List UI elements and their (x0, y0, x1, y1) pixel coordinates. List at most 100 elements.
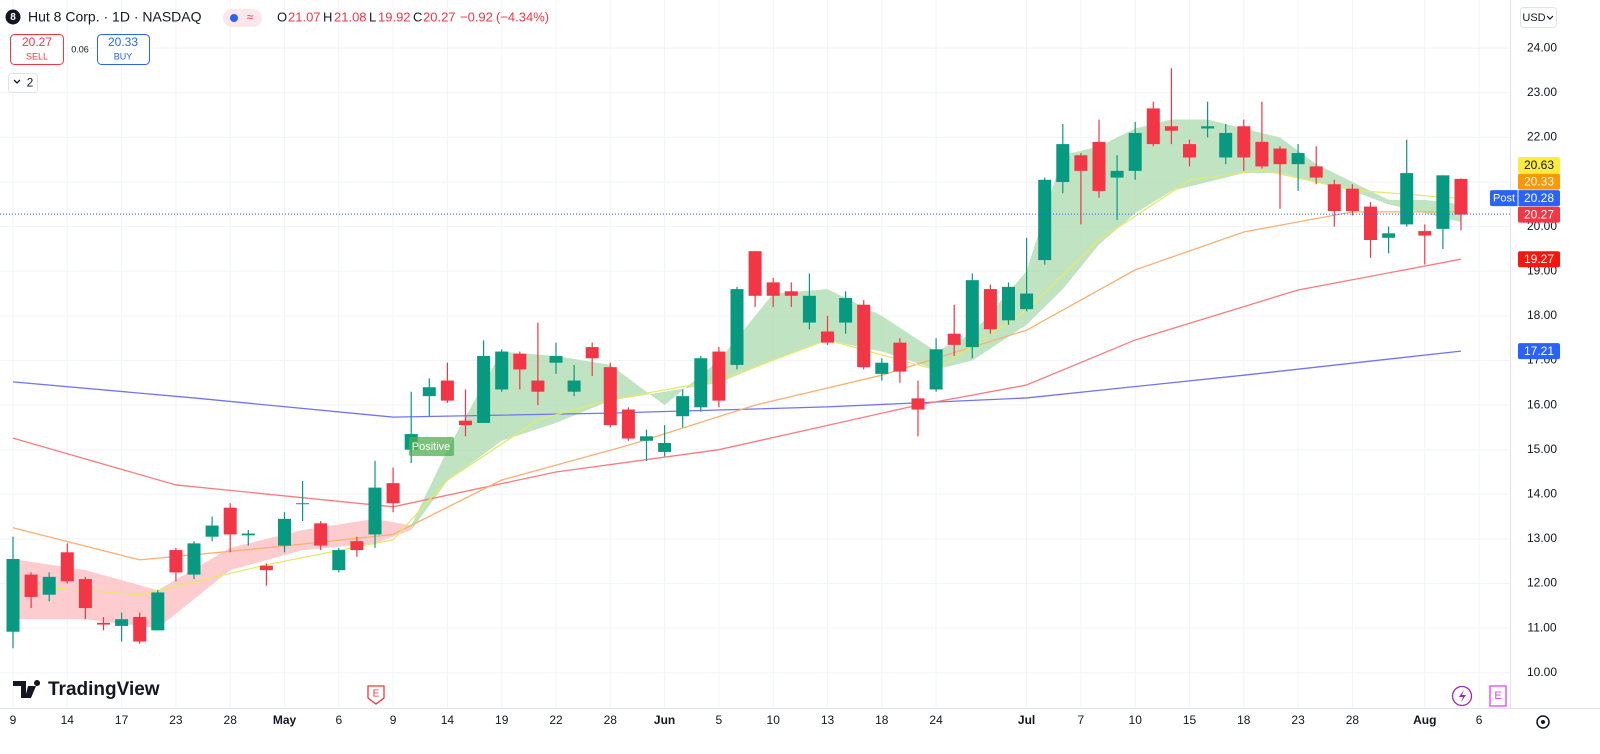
candle-body (1146, 108, 1160, 145)
x-tick-label: 24 (929, 713, 943, 727)
sell-label: SELL (26, 51, 48, 61)
indicator-lines (12, 169, 1462, 596)
lightning-icon (1459, 690, 1466, 702)
candle-body (676, 396, 690, 417)
candle-body (459, 420, 472, 426)
candle-body (1273, 148, 1287, 165)
clouds (13, 119, 1462, 629)
candle-body (531, 380, 545, 392)
y-tick-label: 11.00 (1527, 620, 1556, 634)
currency: USD (1522, 12, 1545, 24)
y-tick-label: 15.00 (1527, 442, 1557, 456)
moving-average (12, 211, 1461, 561)
buy-button[interactable] (97, 34, 150, 65)
earnings-marker[interactable] (1489, 685, 1507, 707)
candle-body (1382, 233, 1396, 238)
ohlc-label: C (413, 9, 422, 24)
candle-body (766, 282, 780, 296)
candle-body (24, 574, 38, 597)
ohlc-label: O (277, 9, 287, 24)
candle-body (368, 487, 382, 535)
price-label: 20.33 (1524, 174, 1554, 188)
post-label: Post (1493, 192, 1515, 204)
candle-body (694, 358, 708, 408)
y-tick-label: 10.00 (1527, 665, 1557, 679)
candle-body (1183, 144, 1196, 158)
candle-body (223, 507, 237, 535)
symbol-title[interactable]: Hut 8 Corp. · 1D · NASDAQ (28, 9, 202, 25)
x-tick-label: 6 (335, 713, 342, 727)
price-label-box (1518, 173, 1560, 190)
candle-body (187, 543, 201, 575)
x-tick-label: 23 (169, 713, 183, 727)
price-label-box (1518, 157, 1560, 174)
x-tick-label: 18 (875, 713, 889, 727)
ohlc-label: H (323, 9, 332, 24)
candle-body (603, 367, 617, 426)
grid (0, 0, 1510, 708)
candle-body (1237, 126, 1251, 158)
candle-body (205, 525, 219, 537)
status-pill[interactable] (223, 9, 262, 27)
candle-body (440, 380, 454, 401)
candle-body (585, 347, 599, 359)
y-tick-label: 23.00 (1527, 85, 1557, 99)
change: −0.92 (460, 9, 493, 24)
candle-body (1110, 170, 1124, 178)
candle-body (1020, 293, 1034, 310)
price-label: 20.63 (1524, 158, 1554, 172)
x-tick-label: 7 (1078, 713, 1085, 727)
candle-body (1309, 166, 1323, 178)
candle-body (1345, 188, 1359, 212)
x-tick-label: 9 (390, 713, 397, 727)
candle-body (947, 333, 961, 345)
sell-button[interactable] (10, 34, 64, 65)
indicator-count: 2 (27, 76, 34, 90)
ohlc-label: L (369, 9, 376, 24)
candle-body (296, 503, 310, 505)
candle-body (640, 436, 653, 441)
y-tick-label: 22.00 (1527, 130, 1557, 144)
earnings-marker[interactable] (367, 685, 385, 705)
currency-button[interactable] (1520, 7, 1557, 28)
candle-body (1219, 132, 1233, 158)
candle-body (78, 579, 92, 609)
ohlc-value: 19.92 (378, 9, 411, 24)
x-tick-label: 10 (767, 713, 781, 727)
settings-icon[interactable] (1536, 715, 1550, 729)
moving-average (12, 350, 1462, 418)
indicator-toggle[interactable] (8, 73, 38, 93)
spread: 0.06 (71, 44, 89, 54)
candle-body (1436, 175, 1450, 229)
post-label-box (1490, 190, 1560, 207)
candle-body (477, 356, 491, 423)
price-label: 20.27 (1524, 207, 1554, 221)
symbol-logo-glyph: 8 (10, 12, 16, 23)
candle-body (1327, 184, 1341, 212)
candle-body (6, 558, 20, 632)
x-tick-label: Aug (1413, 713, 1436, 727)
candle-body (712, 351, 726, 401)
price-label-box (1518, 251, 1560, 268)
candle-body (1291, 153, 1305, 165)
axes: 10.0011.0012.0013.0014.0015.0016.0017.00… (10, 40, 1560, 727)
cloud (13, 518, 412, 629)
candle-body (929, 349, 943, 390)
chevron-icon (13, 79, 21, 84)
chevron-icon (1546, 15, 1554, 20)
moving-average (12, 258, 1462, 508)
x-tick-label: 13 (821, 713, 835, 727)
x-tick-label: 14 (61, 713, 75, 727)
price-label: 19.27 (1524, 252, 1554, 266)
candle-body (839, 298, 853, 323)
candle-body (748, 251, 762, 296)
buy-price: 20.33 (108, 35, 138, 49)
candle-body (1255, 141, 1269, 167)
candle-body (1056, 144, 1070, 183)
moving-average (12, 169, 1462, 596)
overlay: Positive (0, 213, 1510, 456)
earnings-marker-label: E (1494, 690, 1501, 702)
y-tick-label: 13.00 (1527, 531, 1557, 545)
